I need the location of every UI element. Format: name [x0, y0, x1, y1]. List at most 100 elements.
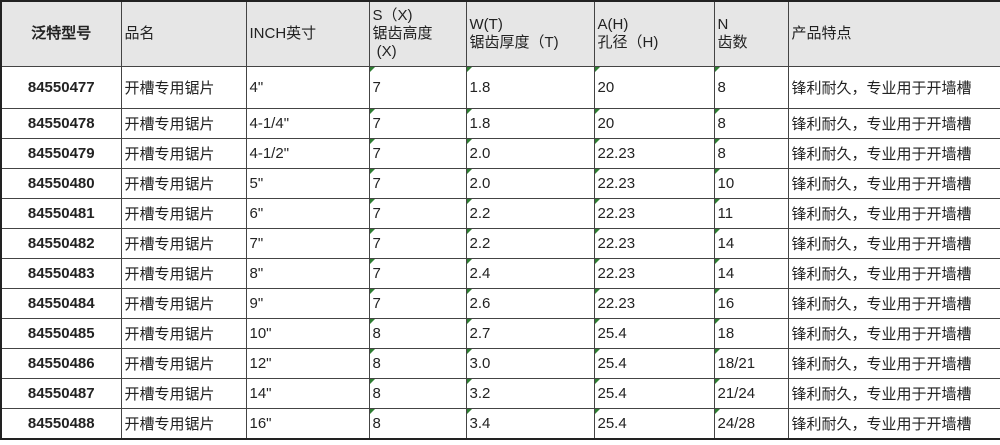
thickness-cell: 3.2 [465, 378, 595, 409]
thickness-cell: 2.0 [465, 138, 595, 169]
model-cell: 84550479 [0, 138, 122, 169]
header-n: N 齿数 [713, 0, 789, 67]
teeth-cell: 14 [713, 258, 789, 289]
header-feature: 产品特点 [787, 0, 1000, 67]
feature-cell: 锋利耐久，专业用于开墙槽 [787, 138, 1000, 169]
bore-cell: 20 [593, 66, 715, 109]
name-cell: 开槽专用锯片 [120, 198, 247, 229]
inch-cell: 7" [245, 228, 370, 259]
height-cell: 7 [368, 288, 467, 319]
header-s-line3: (X) [376, 43, 397, 60]
name-cell: 开槽专用锯片 [120, 108, 247, 139]
table-row: 84550484 开槽专用锯片 9" 7 2.6 22.23 16 锋利耐久，专业用于开墙槽 [0, 288, 1000, 319]
name-cell: 开槽专用锯片 [120, 318, 247, 349]
header-w: W(T) 锯齿厚度（T) [465, 0, 595, 67]
table-row: 84550486 开槽专用锯片 12" 8 3.0 25.4 18/21 锋利耐久，专业用于开… [0, 348, 1000, 379]
table-row: 84550481 开槽专用锯片 6" 7 2.2 22.23 11 锋利耐久，专业用于开墙槽 [0, 198, 1000, 229]
header-name: 品名 [120, 0, 247, 67]
name-cell: 开槽专用锯片 [120, 288, 247, 319]
model-cell: 84550486 [0, 348, 122, 379]
table-row: 84550487 开槽专用锯片 14" 8 3.2 25.4 21/24 锋利耐久，专业用于开… [0, 378, 1000, 409]
model-cell: 84550488 [0, 408, 122, 440]
bore-cell: 22.23 [593, 198, 715, 229]
inch-cell: 14" [245, 378, 370, 409]
thickness-cell: 2.2 [465, 198, 595, 229]
teeth-cell: 8 [713, 108, 789, 139]
teeth-cell: 21/24 [713, 378, 789, 409]
header-s-line2: 锯齿高度 [372, 25, 433, 42]
thickness-cell: 2.2 [465, 228, 595, 259]
height-cell: 7 [368, 168, 467, 199]
name-cell: 开槽专用锯片 [120, 228, 247, 259]
table-row: 84550483 开槽专用锯片 8" 7 2.4 22.23 14 锋利耐久，专业用于开墙槽 [0, 258, 1000, 289]
inch-cell: 10" [245, 318, 370, 349]
thickness-cell: 3.4 [465, 408, 595, 440]
feature-cell: 锋利耐久，专业用于开墙槽 [787, 378, 1000, 409]
height-cell: 7 [368, 66, 467, 109]
teeth-cell: 18/21 [713, 348, 789, 379]
inch-cell: 4-1/2" [245, 138, 370, 169]
thickness-cell: 2.0 [465, 168, 595, 199]
bore-cell: 20 [593, 108, 715, 139]
height-cell: 7 [368, 258, 467, 289]
table-row: 84550478 开槽专用锯片 4-1/4" 7 1.8 20 8 锋利耐久，专业用于开墙槽 [0, 108, 1000, 139]
table-row: 84550482 开槽专用锯片 7" 7 2.2 22.23 14 锋利耐久，专业用于开墙槽 [0, 228, 1000, 259]
height-cell: 8 [368, 408, 467, 440]
header-n-line2: 齿数 [717, 34, 748, 51]
feature-cell: 锋利耐久，专业用于开墙槽 [787, 66, 1000, 109]
bore-cell: 25.4 [593, 378, 715, 409]
feature-cell: 锋利耐久，专业用于开墙槽 [787, 348, 1000, 379]
thickness-cell: 2.4 [465, 258, 595, 289]
thickness-cell: 1.8 [465, 66, 595, 109]
name-cell: 开槽专用锯片 [120, 408, 247, 440]
thickness-cell: 3.0 [465, 348, 595, 379]
name-cell: 开槽专用锯片 [120, 258, 247, 289]
feature-cell: 锋利耐久，专业用于开墙槽 [787, 318, 1000, 349]
model-cell: 84550485 [0, 318, 122, 349]
thickness-cell: 1.8 [465, 108, 595, 139]
inch-cell: 5" [245, 168, 370, 199]
header-a-line1: A(H) [597, 16, 629, 33]
header-s: S（X) 锯齿高度 (X) [368, 0, 467, 67]
teeth-cell: 8 [713, 138, 789, 169]
header-n-line1: N [717, 16, 729, 33]
inch-cell: 6" [245, 198, 370, 229]
bore-cell: 25.4 [593, 318, 715, 349]
model-cell: 84550477 [0, 66, 122, 109]
height-cell: 8 [368, 348, 467, 379]
teeth-cell: 11 [713, 198, 789, 229]
model-cell: 84550478 [0, 108, 122, 139]
model-cell: 84550487 [0, 378, 122, 409]
feature-cell: 锋利耐久，专业用于开墙槽 [787, 258, 1000, 289]
name-cell: 开槽专用锯片 [120, 66, 247, 109]
name-cell: 开槽专用锯片 [120, 348, 247, 379]
model-cell: 84550481 [0, 198, 122, 229]
inch-cell: 8" [245, 258, 370, 289]
header-a: A(H) 孔径（H) [593, 0, 715, 67]
name-cell: 开槽专用锯片 [120, 378, 247, 409]
height-cell: 7 [368, 108, 467, 139]
bore-cell: 25.4 [593, 408, 715, 440]
model-cell: 84550483 [0, 258, 122, 289]
height-cell: 7 [368, 228, 467, 259]
height-cell: 7 [368, 198, 467, 229]
feature-cell: 锋利耐久，专业用于开墙槽 [787, 408, 1000, 440]
bore-cell: 22.23 [593, 168, 715, 199]
header-inch: INCH英寸 [245, 0, 370, 67]
bore-cell: 22.23 [593, 228, 715, 259]
header-a-line2: 孔径（H) [597, 34, 659, 51]
bore-cell: 22.23 [593, 258, 715, 289]
teeth-cell: 14 [713, 228, 789, 259]
feature-cell: 锋利耐久，专业用于开墙槽 [787, 288, 1000, 319]
inch-cell: 16" [245, 408, 370, 440]
inch-cell: 9" [245, 288, 370, 319]
teeth-cell: 10 [713, 168, 789, 199]
header-s-line1: S（X) [372, 7, 413, 24]
feature-cell: 锋利耐久，专业用于开墙槽 [787, 228, 1000, 259]
model-cell: 84550480 [0, 168, 122, 199]
teeth-cell: 18 [713, 318, 789, 349]
table-row: 84550485 开槽专用锯片 10" 8 2.7 25.4 18 锋利耐久，专业用于开墙槽 [0, 318, 1000, 349]
thickness-cell: 2.6 [465, 288, 595, 319]
bore-cell: 25.4 [593, 348, 715, 379]
